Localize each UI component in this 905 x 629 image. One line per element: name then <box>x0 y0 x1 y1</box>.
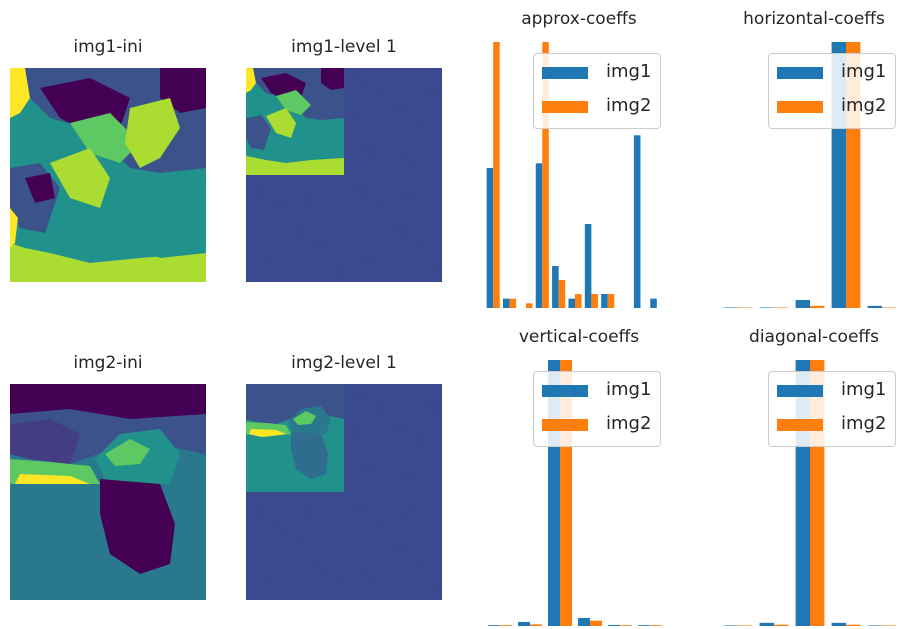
bar-img2-3 <box>846 624 861 626</box>
hist-title-horizontal: horizontal-coeffs <box>743 9 885 29</box>
img1-level1-title: img1-level 1 <box>291 37 397 57</box>
bar-img1-4 <box>867 305 882 308</box>
bar-img1-2 <box>795 300 810 308</box>
bar-img2-0 <box>493 42 500 308</box>
legend-item-img1: img1 <box>540 378 656 404</box>
legend-label-img2: img2 <box>841 95 887 116</box>
bar-img2-6 <box>591 294 598 308</box>
img2-level1-title: img2-level 1 <box>291 353 397 373</box>
bar-img2-3 <box>590 620 602 626</box>
hist-title-vertical: vertical-coeffs <box>518 327 640 347</box>
img1-ini-image <box>10 68 206 282</box>
legend-item-img2: img2 <box>775 94 891 120</box>
bar-img2-1 <box>774 307 789 308</box>
legend-label-img1: img1 <box>841 61 887 82</box>
bar-img2-5 <box>650 625 662 626</box>
bar-img2-1 <box>530 624 542 626</box>
horizontal-legend: img1 img2 <box>768 53 896 129</box>
hist-title-approx: approx-coeffs <box>521 9 637 29</box>
legend-swatch-img2 <box>542 101 588 113</box>
bar-img1-9 <box>633 135 641 308</box>
approx-legend: img1 img2 <box>533 53 661 129</box>
bar-img2-1 <box>509 298 517 308</box>
legend-item-img2: img2 <box>540 94 656 120</box>
bar-img1-0 <box>488 625 500 626</box>
bar-img1-7 <box>601 294 608 308</box>
bar-img2-3 <box>542 42 549 308</box>
bar-img2-1 <box>774 624 789 626</box>
approx-coeffs-chart <box>486 42 657 308</box>
legend-item-img1: img1 <box>775 60 891 86</box>
bar-img2-2 <box>810 305 825 308</box>
bar-img1-0 <box>723 307 738 308</box>
bar-img1-3 <box>578 618 590 626</box>
bar-img1-1 <box>503 298 510 308</box>
bar-img1-1 <box>518 622 530 626</box>
bar-img1-0 <box>723 625 738 626</box>
legend-item-img2: img2 <box>540 412 656 438</box>
img2-ini-image <box>10 384 206 600</box>
legend-label-img2: img2 <box>841 413 887 434</box>
bar-img2-5 <box>575 294 582 308</box>
bar-img2-4 <box>882 625 897 626</box>
legend-swatch-img2 <box>777 419 823 431</box>
bar-img1-4 <box>552 266 559 308</box>
legend-swatch-img1 <box>777 67 823 79</box>
legend-swatch-img2 <box>777 101 823 113</box>
img1-level1-image <box>246 68 442 282</box>
bar-img1-1 <box>759 622 774 626</box>
bar-img2-4 <box>558 280 566 308</box>
img2-level1-image <box>246 384 442 600</box>
vertical-legend: img1 img2 <box>533 371 661 447</box>
bar-img1-0 <box>486 168 494 308</box>
bar-img2-4 <box>620 625 632 626</box>
bar-img2-0 <box>738 625 753 626</box>
diagonal-legend: img1 img2 <box>768 371 896 447</box>
bar-img2-2 <box>525 303 533 308</box>
bar-img1-3 <box>831 622 846 626</box>
legend-label-img1: img1 <box>841 379 887 400</box>
legend-swatch-img1 <box>542 67 588 79</box>
bar-img2-0 <box>738 307 753 308</box>
hist-title-diagonal: diagonal-coeffs <box>749 327 879 347</box>
bar-img2-4 <box>882 307 897 308</box>
bar-img1-10 <box>650 298 657 308</box>
legend-label-img2: img2 <box>606 95 652 116</box>
legend-item-img1: img1 <box>540 60 656 86</box>
legend-swatch-img1 <box>777 385 823 397</box>
bar-img1-4 <box>867 625 882 626</box>
bar-img1-4 <box>608 624 620 626</box>
img1-ini-title: img1-ini <box>73 37 143 57</box>
legend-label-img2: img2 <box>606 413 652 434</box>
bar-img2-7 <box>607 294 615 308</box>
bar-img1-6 <box>584 224 592 308</box>
legend-swatch-img1 <box>542 385 588 397</box>
legend-swatch-img2 <box>542 419 588 431</box>
bar-img2-0 <box>500 625 512 626</box>
legend-label-img1: img1 <box>606 61 652 82</box>
legend-item-img2: img2 <box>775 412 891 438</box>
bar-img1-1 <box>759 307 774 308</box>
bar-img1-5 <box>638 625 650 626</box>
legend-item-img1: img1 <box>775 378 891 404</box>
bar-img1-3 <box>535 163 543 308</box>
img2-ini-title: img2-ini <box>73 353 143 373</box>
bar-img1-5 <box>568 298 575 308</box>
legend-label-img1: img1 <box>606 379 652 400</box>
